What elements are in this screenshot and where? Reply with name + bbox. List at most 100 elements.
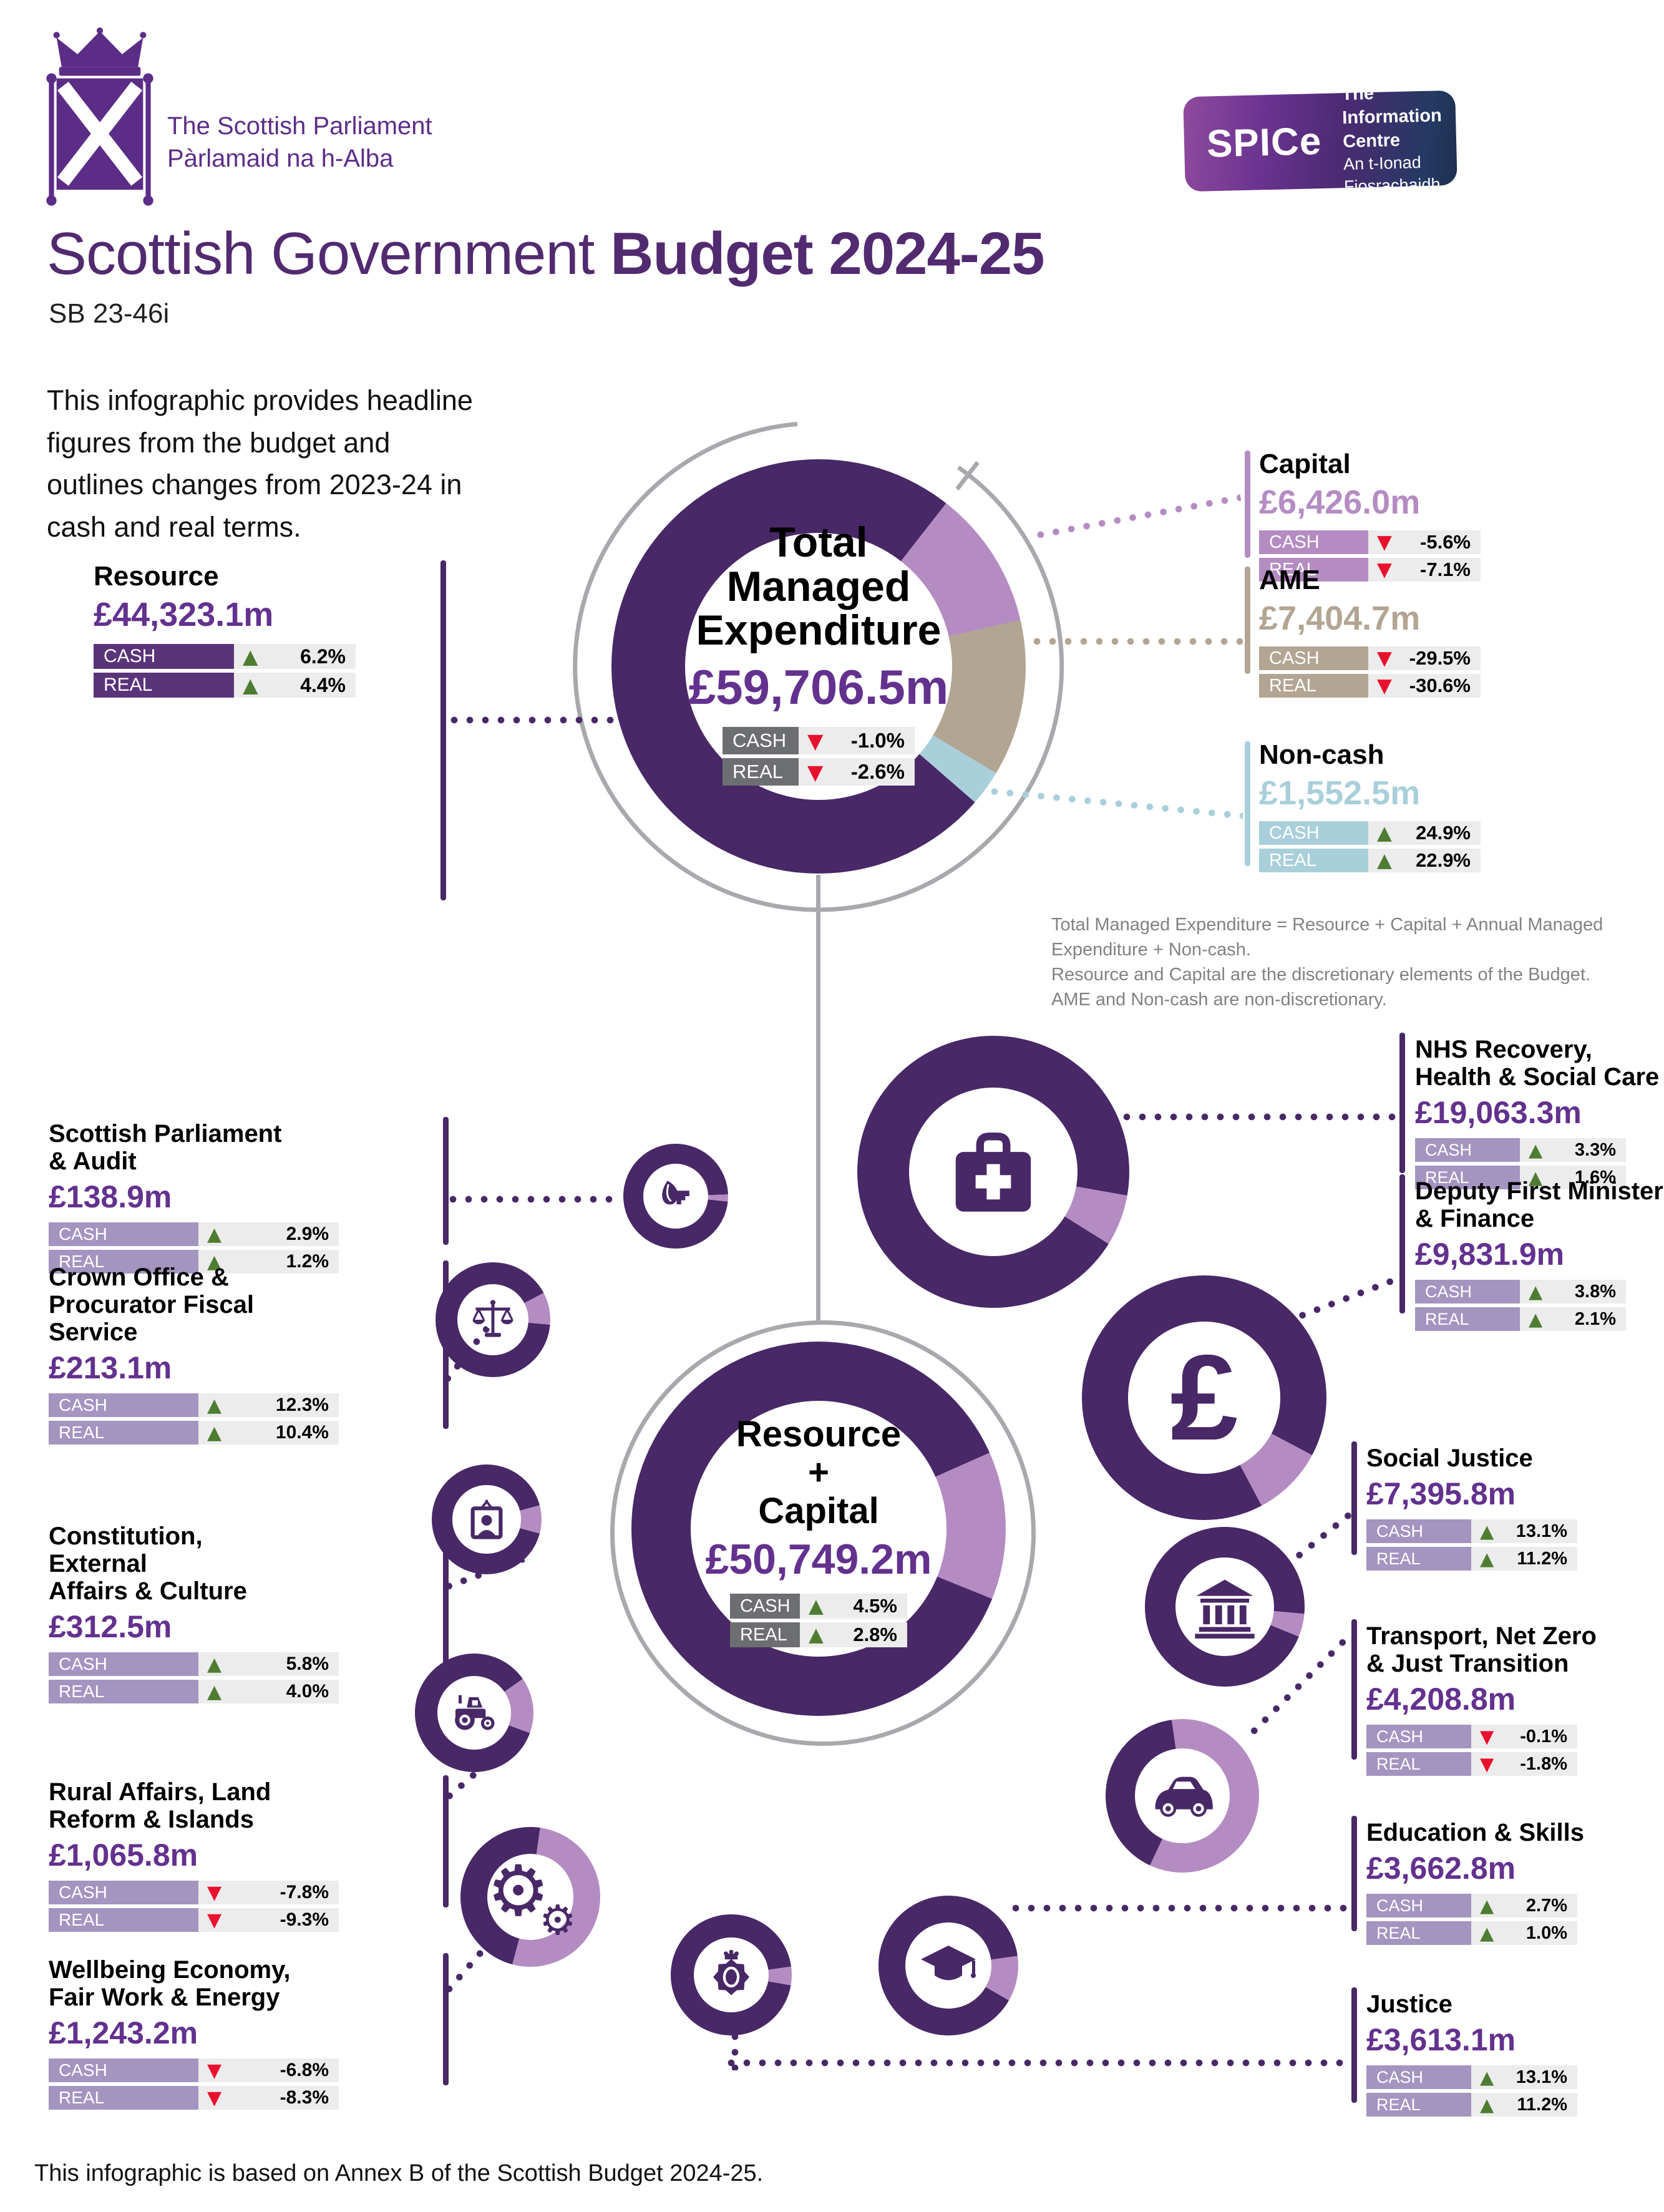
- scottish-parliament-logo: [46, 27, 153, 218]
- portfolio-title: Crown Office & Procurator Fiscal Service: [49, 1264, 255, 1346]
- cash-row: CASH12.3%: [49, 1393, 339, 1417]
- cash-row: CASH13.1%: [1366, 2065, 1577, 2089]
- ring-education: [878, 1896, 1018, 2035]
- portfolio-title: Scottish Parliament & Audit: [49, 1120, 282, 1175]
- trend-icon: [807, 760, 823, 784]
- ring-parliament-audit: [623, 1144, 728, 1249]
- real-row: REAL-1.8%: [1366, 1752, 1577, 1776]
- portfolio-title: Constitution, External Affairs & Culture: [49, 1523, 247, 1605]
- gears-icon: ⚙ ⚙: [487, 1851, 577, 1944]
- rc-amount: £50,749.2m: [705, 1536, 932, 1584]
- scales-icon: [472, 1300, 513, 1337]
- divider-parliament-audit: [443, 1117, 449, 1245]
- segment-amount: £44,323.1m: [94, 596, 274, 634]
- ring-wellbeing: ⚙ ⚙: [460, 1827, 600, 1967]
- spice-line1: The Information Centre: [1341, 84, 1443, 152]
- cash-row: CASH13.1%: [1366, 1519, 1577, 1543]
- divider-education: [1351, 1816, 1357, 1931]
- connector-nhs: [1123, 1113, 1398, 1121]
- trend-icon: [807, 729, 823, 753]
- real-row: REAL -30.6%: [1259, 674, 1481, 698]
- portfolio-amount: £3,662.8m: [1366, 1851, 1516, 1886]
- tme-donut-chart: [611, 459, 1026, 874]
- cash-row: CASH 4.5%: [730, 1594, 907, 1619]
- cash-row: CASH2.7%: [1366, 1894, 1577, 1917]
- label-block-constitution: Constitution, External Affairs & Culture…: [49, 1523, 423, 1703]
- segment-amount: £6,426.0m: [1259, 484, 1421, 522]
- segment-title: Non-cash: [1259, 739, 1384, 770]
- trend-icon: [243, 673, 258, 697]
- crown-icon: [53, 27, 147, 76]
- trend-icon: [207, 1909, 221, 1931]
- trend-icon: [1529, 1139, 1542, 1161]
- portfolio-title: Social Justice: [1366, 1445, 1533, 1472]
- portfolio-amount: £1,065.8m: [49, 1838, 198, 1873]
- label-block-parliament-audit: Scottish Parliament & Audit £138.9m CASH…: [49, 1120, 423, 1274]
- divider-social-justice: [1351, 1441, 1357, 1555]
- logo-subtitle: Pàrlamaid na h-Alba: [167, 145, 394, 172]
- trend-icon: [1377, 849, 1392, 872]
- tme-rc-connector: [816, 875, 820, 1320]
- real-row: REAL 22.9%: [1259, 849, 1481, 873]
- divider-noncash: [1245, 741, 1250, 866]
- cash-row: CASH -29.5%: [1259, 646, 1481, 671]
- portfolio-title: Wellbeing Economy, Fair Work & Energy: [49, 1956, 291, 2011]
- portfolio-amount: £9,831.9m: [1415, 1237, 1565, 1272]
- medical-bag-icon: [955, 1133, 1031, 1212]
- ring-dfm: £: [1082, 1275, 1326, 1520]
- trend-icon: [1377, 531, 1392, 553]
- label-block-wellbeing: Wellbeing Economy, Fair Work & Energy £1…: [49, 1956, 423, 2110]
- cash-row: CASH-6.8%: [49, 2059, 339, 2082]
- spice-badge: SPICe The Information Centre An t-Ionad …: [1183, 84, 1457, 196]
- connector-dfm: [1297, 1274, 1401, 1320]
- trend-icon: [1480, 2067, 1494, 2088]
- tractor-icon: [455, 1695, 495, 1730]
- label-block-rural: Rural Affairs, Land Reform & Islands £1,…: [49, 1778, 423, 1932]
- real-row: REAL2.1%: [1415, 1307, 1626, 1331]
- real-row: REAL -7.1%: [1259, 558, 1481, 582]
- label-block-nhs: NHS Recovery, Health & Social Care £19,0…: [1415, 1036, 1664, 1189]
- ring-transport: [1106, 1719, 1259, 1873]
- trend-icon: [207, 1422, 221, 1444]
- trend-icon: [1480, 1895, 1494, 1916]
- pound-icon: £: [1170, 1329, 1238, 1466]
- ring-constitution: [432, 1464, 542, 1574]
- rc-outer-circle: [610, 1320, 1036, 1746]
- portfolio-title: Rural Affairs, Land Reform & Islands: [49, 1778, 271, 1833]
- trend-icon: [809, 1624, 824, 1646]
- label-block-noncash: Non-cash £1,552.5m CASH 24.9% REAL 22.9%: [1259, 739, 1496, 873]
- divider-crown-office: [443, 1260, 449, 1429]
- ring-nhs: [857, 1036, 1129, 1308]
- tme-center: Total Managed Expenditure £59,706.5m CAS…: [631, 520, 1006, 786]
- trend-icon: [207, 2087, 221, 2109]
- real-row: REAL11.2%: [1366, 1547, 1577, 1571]
- portrait-icon: [470, 1499, 503, 1539]
- portfolio-amount: £3,613.1m: [1366, 2022, 1516, 2057]
- real-row: REAL1.0%: [1366, 1921, 1577, 1945]
- divider-wellbeing: [443, 1953, 449, 2085]
- spice-line2: An t-Ionad Fiosrachaidh: [1343, 153, 1441, 196]
- trend-icon: [1377, 822, 1392, 844]
- trend-icon: [1529, 1308, 1542, 1330]
- divider-capital: [1245, 451, 1250, 558]
- trend-icon: [207, 1681, 221, 1703]
- label-block-crown-office: Crown Office & Procurator Fiscal Service…: [49, 1264, 423, 1445]
- ring-crown-office: [435, 1262, 550, 1377]
- intro-text: This infographic provides headline figur…: [47, 384, 473, 543]
- portfolio-title: Deputy First Minister & Finance: [1415, 1177, 1663, 1232]
- tme-outer-arc: [573, 422, 1064, 912]
- trend-icon: [1480, 2094, 1494, 2115]
- real-row: REAL 2.8%: [730, 1622, 907, 1648]
- connector-capital: [1036, 494, 1242, 539]
- connector-social-justice: [1294, 1510, 1353, 1561]
- cash-row: CASH -1.0%: [723, 727, 915, 755]
- real-row: REAL-9.3%: [49, 1908, 339, 1932]
- trend-icon: [1480, 1726, 1494, 1747]
- portfolio-title: Education & Skills: [1366, 1819, 1584, 1846]
- label-block-justice: Justice £3,613.1m CASH13.1% REAL11.2%: [1366, 1990, 1628, 2117]
- spice-name: SPICe: [1206, 119, 1323, 165]
- cash-row: CASH-7.8%: [49, 1881, 339, 1904]
- report-code: SB 23-46i: [49, 298, 170, 329]
- segment-title: Capital: [1259, 449, 1351, 479]
- graduation-cap-icon: [921, 1946, 976, 1981]
